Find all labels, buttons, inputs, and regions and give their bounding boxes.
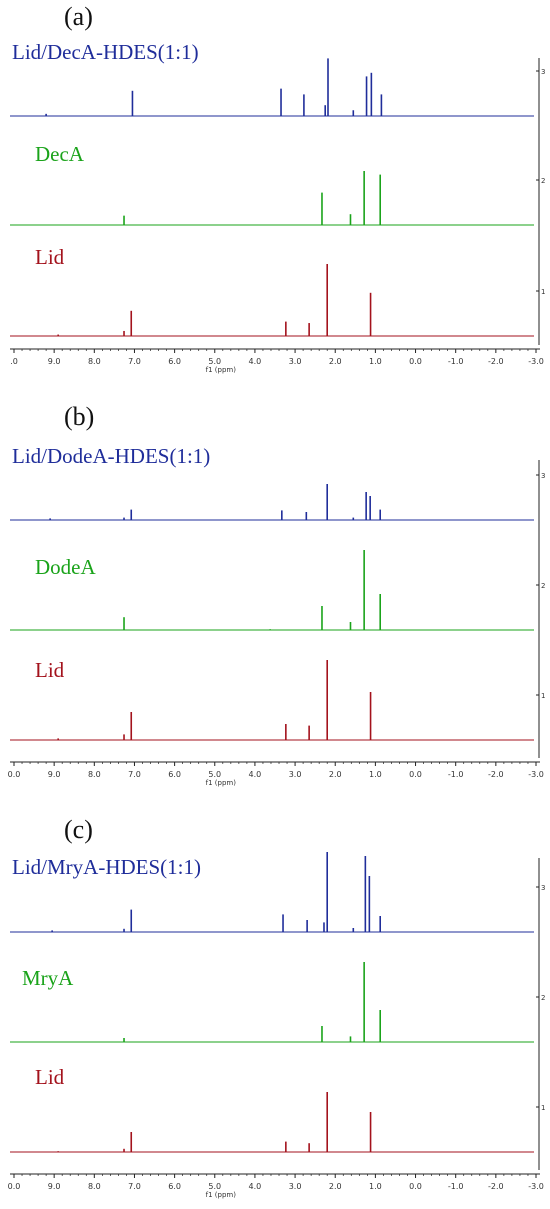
panel-1-x-tick-label: 5.0 — [208, 770, 221, 779]
panel-0-x-tick-label: 8.0 — [88, 357, 101, 366]
panel-2-x-tick-label: 1.0 — [369, 1182, 382, 1191]
panel-a-label: (a) — [64, 2, 93, 31]
panel-2-x-tick-label: 9.0 — [48, 1182, 61, 1191]
panel-1-x-tick-label: 3.0 — [289, 770, 302, 779]
panel-b-acid-label: DodeA — [35, 555, 96, 579]
panel-2-x-tick-label: 0.0 — [8, 1182, 21, 1191]
panel-2-x-tick-label: 6.0 — [168, 1182, 181, 1191]
panel-2-right-tick-label: 2 — [541, 994, 545, 1002]
panel-0-x-tick-label: -3.0 — [528, 357, 544, 366]
panel-1-right-tick-label: 2 — [541, 582, 545, 590]
panel-0-x-tick-label: 6.0 — [168, 357, 181, 366]
panel-2-x-tick-label: 8.0 — [88, 1182, 101, 1191]
panel-0-x-tick-label: 3.0 — [289, 357, 302, 366]
panel-b-lid-label: Lid — [35, 658, 65, 682]
panel-0-x-tick-label: 2.0 — [329, 357, 342, 366]
panel-1-x-tick-label: 0.0 — [409, 770, 422, 779]
panel-0-x-tick-label: 9.0 — [48, 357, 61, 366]
panel-0-x-tick-label: -1.0 — [448, 357, 464, 366]
panel-b-label: (b) — [64, 402, 95, 431]
panel-2-x-tick-label: -3.0 — [528, 1182, 544, 1191]
panel-2-x-tick-label: -1.0 — [448, 1182, 464, 1191]
panel-2-x-tick-label: -2.0 — [488, 1182, 504, 1191]
panel-2-x-tick-label: 5.0 — [208, 1182, 221, 1191]
panel-2-x-tick-label: 0.0 — [409, 1182, 422, 1191]
panel-0-x-axis-label: f1 (ppm) — [206, 366, 237, 374]
panel-2-x-tick-label: 2.0 — [329, 1182, 342, 1191]
panel-0-right-tick-label: 2 — [541, 177, 545, 185]
panel-1-x-tick-label: 7.0 — [128, 770, 141, 779]
panel-c-blend-label: Lid/MryA-HDES(1:1) — [12, 855, 201, 879]
panel-0-x-tick-label: 7.0 — [128, 357, 141, 366]
panel-c-acid-label: MryA — [22, 966, 74, 990]
panel-0-x-tick-label: 0.0 — [409, 357, 422, 366]
panel-1-x-tick-label: 9.0 — [48, 770, 61, 779]
panel-0-right-tick-label: 3 — [541, 68, 545, 76]
panel-a-blend-label: Lid/DecA-HDES(1:1) — [12, 40, 199, 64]
panel-2-right-tick-label: 1 — [541, 1104, 545, 1112]
panel-1-x-tick-label: 2.0 — [329, 770, 342, 779]
panel-1-right-tick-label: 1 — [541, 692, 545, 700]
panel-b-blend-label: Lid/DodeA-HDES(1:1) — [12, 444, 211, 468]
panel-0-right-tick-label: 1 — [541, 288, 545, 296]
panel-2-x-axis-label: f1 (ppm) — [206, 1191, 237, 1199]
panel-1-x-tick-label: 8.0 — [88, 770, 101, 779]
panel-2-right-tick-label: 3 — [541, 884, 545, 892]
panel-1-x-tick-label: -3.0 — [528, 770, 544, 779]
panel-1-right-tick-label: 3 — [541, 472, 545, 480]
panel-2-x-tick-label: 3.0 — [289, 1182, 302, 1191]
panel-2-x-tick-label: 4.0 — [249, 1182, 262, 1191]
panel-a-lid-label: Lid — [35, 245, 65, 269]
panel-2-x-tick-label: 7.0 — [128, 1182, 141, 1191]
panel-1-x-tick-label: 1.0 — [369, 770, 382, 779]
panel-a-acid-label: DecA — [35, 142, 84, 166]
panel-0-x-tick-label: 4.0 — [249, 357, 262, 366]
panel-c-label: (c) — [64, 815, 93, 844]
panel-c-lid-label: Lid — [35, 1065, 65, 1089]
panel-0-x-tick-label: 1.0 — [369, 357, 382, 366]
panel-0-x-tick-label: .0 — [10, 357, 18, 366]
panel-0-x-tick-label: 5.0 — [208, 357, 221, 366]
panel-0-x-tick-label: -2.0 — [488, 357, 504, 366]
panel-1-x-axis-label: f1 (ppm) — [206, 779, 237, 787]
panel-1-x-tick-label: -2.0 — [488, 770, 504, 779]
panel-1-x-tick-label: 6.0 — [168, 770, 181, 779]
panel-1-x-tick-label: 0.0 — [8, 770, 21, 779]
panel-1-x-tick-label: -1.0 — [448, 770, 464, 779]
panel-1-x-tick-label: 4.0 — [249, 770, 262, 779]
